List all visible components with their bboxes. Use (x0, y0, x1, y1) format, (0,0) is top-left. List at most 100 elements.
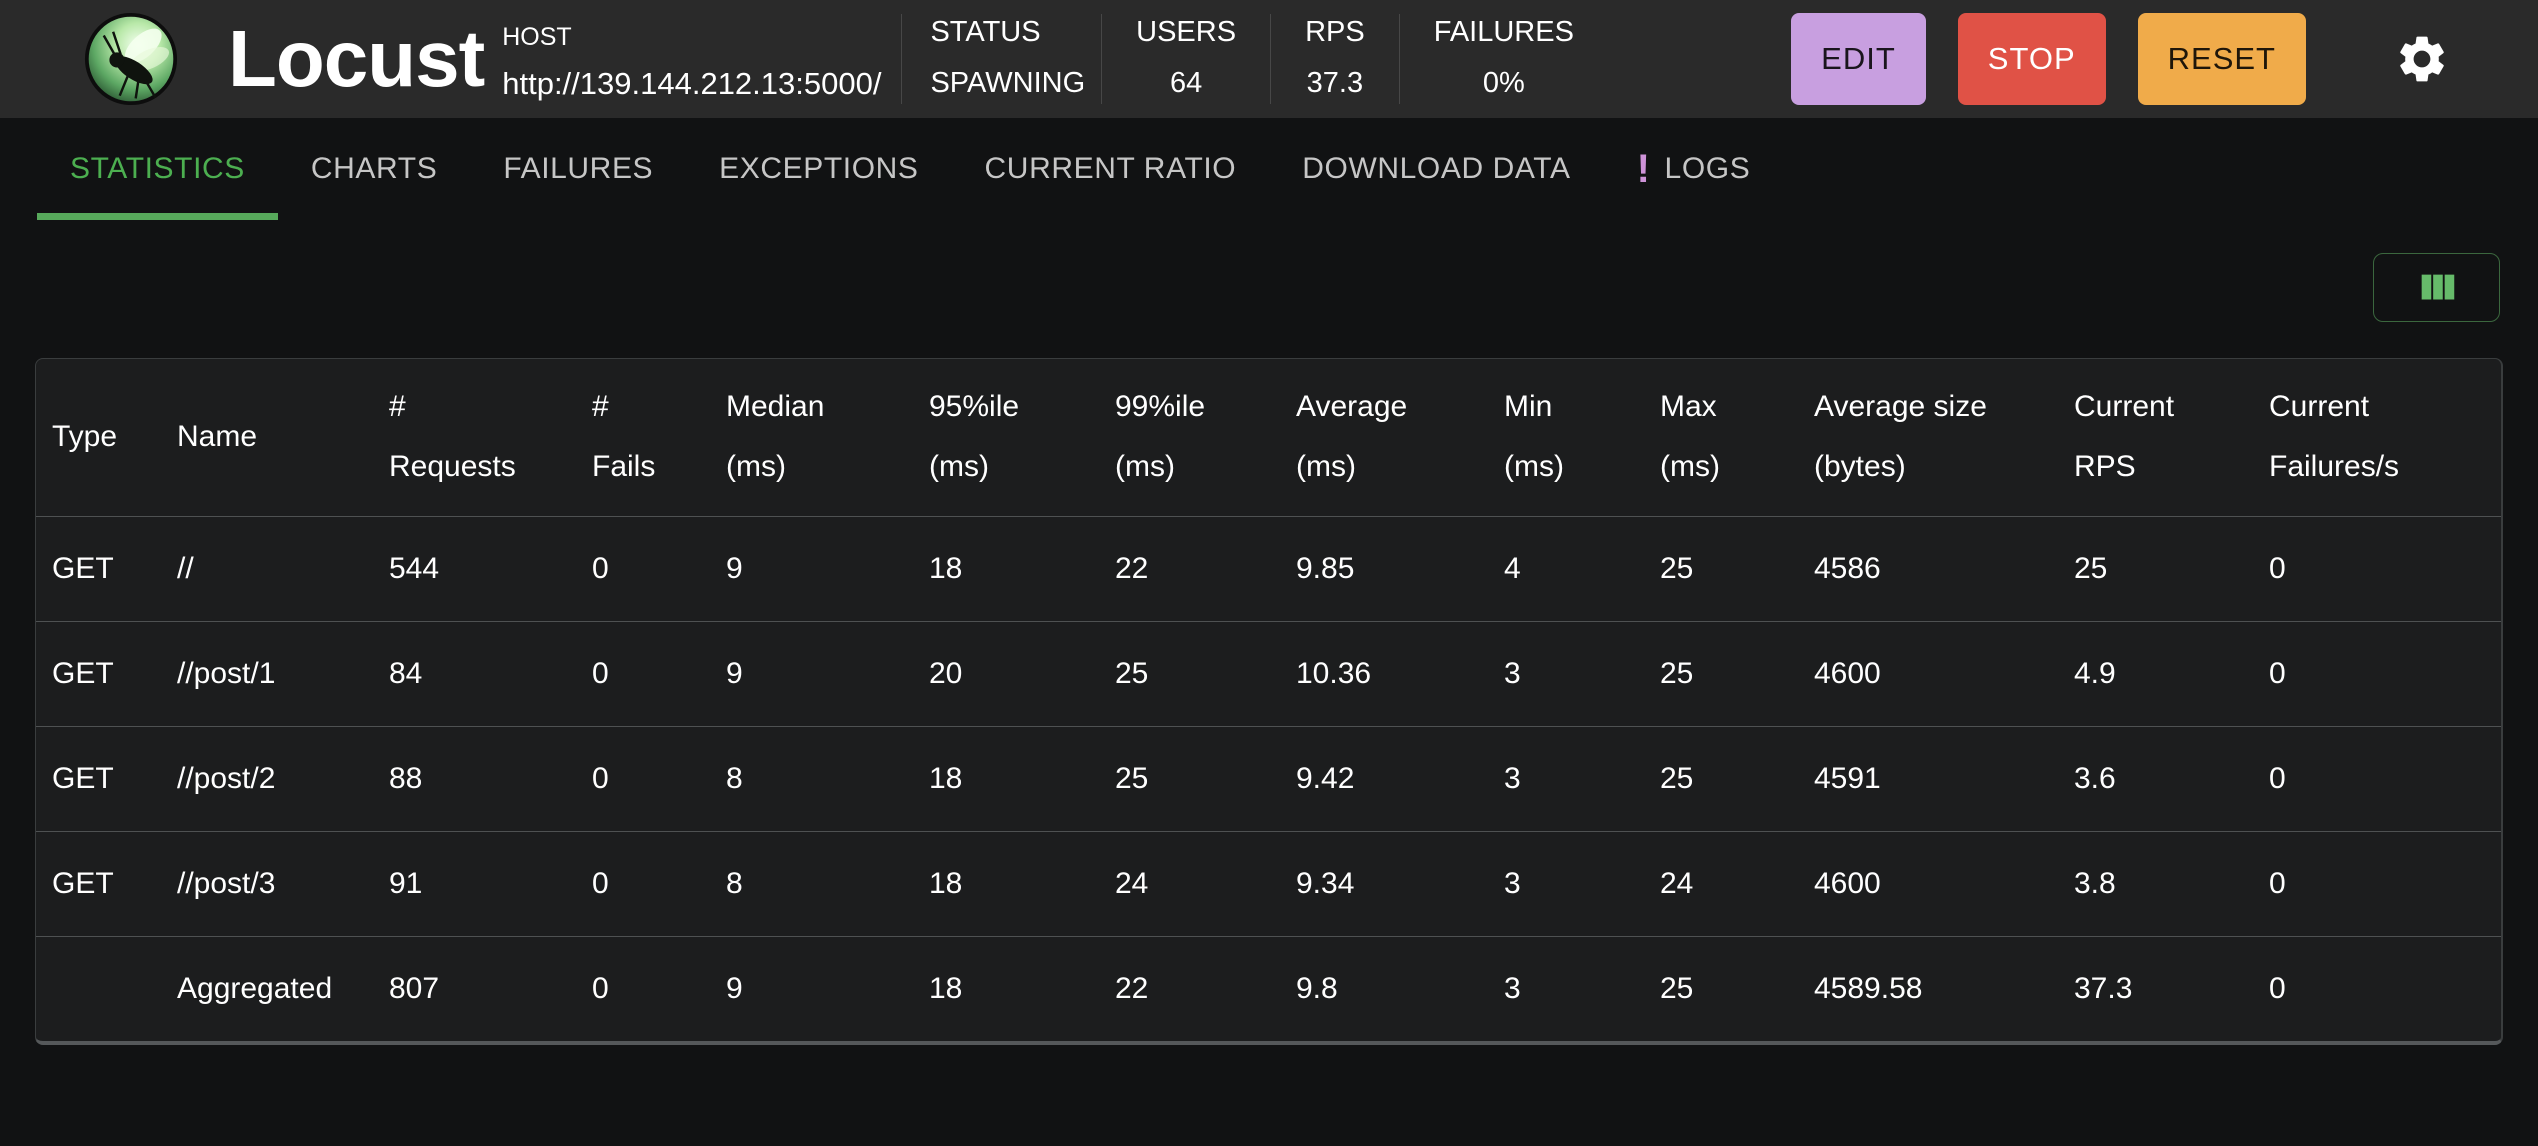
stat-value: 37.3 (1306, 67, 1364, 99)
table-cell: GET (36, 620, 161, 726)
table-cell: 22 (1099, 935, 1280, 1041)
table-cell: 807 (373, 935, 576, 1041)
column-header[interactable]: Type (52, 420, 118, 454)
app-title: Locust (228, 14, 485, 103)
column-header[interactable]: Max (ms) (1660, 390, 1720, 484)
table-cell: 88 (373, 725, 576, 831)
settings-button[interactable] (2394, 31, 2450, 87)
locust-app: Locust HOST http://139.144.212.13:5000/ … (0, 0, 2538, 1045)
table-cell: 3.6 (2058, 725, 2253, 831)
table-cell: 3 (1488, 620, 1644, 726)
table-cell: 9 (710, 515, 913, 621)
column-header[interactable]: 99%ile (ms) (1115, 390, 1206, 484)
column-header[interactable]: # Requests (389, 390, 516, 484)
table-cell: 4.9 (2058, 620, 2253, 726)
table-cell: 84 (373, 620, 576, 726)
table-cell: 0 (576, 830, 710, 936)
column-header[interactable]: Average (ms) (1296, 390, 1408, 484)
column-header[interactable]: Median (ms) (726, 390, 825, 484)
table-cell: 0 (576, 620, 710, 726)
table-cell: 4600 (1798, 620, 2058, 726)
table-cell (36, 935, 161, 1041)
tab-label: EXCEPTIONS (719, 152, 919, 185)
table-cell: 20 (913, 620, 1099, 726)
table-cell: GET (36, 725, 161, 831)
reset-button[interactable]: RESET (2137, 13, 2306, 105)
tab-label: STATISTICS (70, 152, 245, 185)
tab-current-ratio[interactable]: CURRENT RATIO (952, 118, 1270, 220)
table-cell: 8 (710, 725, 913, 831)
table-cell: 25 (1644, 725, 1798, 831)
tab-charts[interactable]: CHARTS (278, 118, 470, 220)
table-row: GET//post/2 88 0 8 18 25 9.42 3 25 4591 3.6 0 (36, 725, 2501, 831)
table-cell: 0 (2253, 725, 2501, 831)
column-header[interactable]: # Fails (592, 390, 656, 484)
table-cell: 9 (710, 935, 913, 1041)
table-cell: 9.34 (1280, 830, 1488, 936)
column-header[interactable]: Average size (bytes) (1814, 390, 1987, 484)
tab-exceptions[interactable]: EXCEPTIONS (686, 118, 951, 220)
host-label: HOST (502, 22, 572, 51)
table-cell: 4600 (1798, 830, 2058, 936)
table-cell: 3 (1488, 935, 1644, 1041)
stat-label: STATUS (930, 16, 1041, 48)
logs-alert-badge: ! (1636, 146, 1651, 191)
column-header[interactable]: Current Failures/s (2269, 390, 2400, 484)
header: Locust HOST http://139.144.212.13:5000/ … (0, 0, 2538, 118)
stat-status: STATUS SPAWNING (901, 14, 1101, 104)
table-cell: 544 (373, 515, 576, 621)
table-row: GET//544 0 9 18 22 9.85 4 25 4586 25 0 (36, 515, 2501, 621)
host-url: http://139.144.212.13:5000/ (502, 65, 882, 101)
statistics-table: Type Name # Requests # Fails Median (ms) 95%i… (36, 359, 2501, 1041)
header-actions: EDIT STOP RESET (1791, 13, 2306, 105)
table-cell: 4 (1488, 515, 1644, 621)
stat-failures: FAILURES 0% (1398, 14, 1608, 104)
column-header[interactable]: 95%ile (ms) (929, 390, 1020, 484)
tab-bar: STATISTICS CHARTS FAILURES EXCEPTIONS CURREN… (37, 118, 2538, 220)
tab-failures[interactable]: FAILURES (470, 118, 686, 220)
stat-label: RPS (1305, 16, 1365, 48)
stat-rps: RPS 37.3 (1270, 14, 1399, 104)
table-cell: 10.36 (1280, 620, 1488, 726)
table-cell: 25 (1644, 515, 1798, 621)
table-cell: 9.85 (1280, 515, 1488, 621)
column-header[interactable]: Current RPS (2074, 390, 2175, 484)
tab-logs[interactable]: ! LOGS (1604, 118, 1784, 220)
stat-label: FAILURES (1433, 16, 1574, 48)
table-cell: 25 (1644, 620, 1798, 726)
stat-users: USERS 64 (1101, 14, 1270, 104)
table-body: GET//544 0 9 18 22 9.85 4 25 4586 25 0 GET//post/1 8… (36, 515, 2501, 1041)
table-cell: 37.3 (2058, 935, 2253, 1041)
column-header[interactable]: Min (ms) (1504, 390, 1564, 484)
tab-label: FAILURES (503, 152, 654, 185)
table-cell: GET (36, 830, 161, 936)
table-cell: 0 (576, 725, 710, 831)
stat-label: USERS (1136, 16, 1237, 48)
table-cell: 8 (710, 830, 913, 936)
table-cell: //post/1 (161, 620, 373, 726)
table-cell: 18 (913, 515, 1099, 621)
table-cell: //post/3 (161, 830, 373, 936)
column-selector-button[interactable] (2373, 253, 2500, 322)
edit-button[interactable]: EDIT (1791, 13, 1926, 105)
table-cell: 18 (913, 830, 1099, 936)
table-row: GET//post/1 84 0 9 20 25 10.36 3 25 4600 4.9 0 (36, 620, 2501, 726)
column-header[interactable]: Name (177, 420, 258, 454)
tab-download-data[interactable]: DOWNLOAD DATA (1269, 118, 1603, 220)
table-cell: 0 (576, 515, 710, 621)
tab-statistics[interactable]: STATISTICS (37, 118, 278, 220)
table-cell: //post/2 (161, 725, 373, 831)
table-cell: 24 (1099, 830, 1280, 936)
stop-button[interactable]: STOP (1957, 13, 2106, 105)
stat-value: SPAWNING (930, 67, 1086, 99)
table-cell: 25 (2058, 515, 2253, 621)
table-cell: 0 (576, 935, 710, 1041)
tab-label: CURRENT RATIO (984, 152, 1237, 185)
table-cell: Aggregated (161, 935, 373, 1041)
table-cell: 0 (2253, 620, 2501, 726)
table-toolbar (0, 253, 2538, 322)
table-cell: 22 (1099, 515, 1280, 621)
stat-value: 64 (1169, 67, 1203, 99)
statistics-table-card: Type Name # Requests # Fails Median (ms) 95%i… (35, 358, 2503, 1045)
table-cell: 91 (373, 830, 576, 936)
